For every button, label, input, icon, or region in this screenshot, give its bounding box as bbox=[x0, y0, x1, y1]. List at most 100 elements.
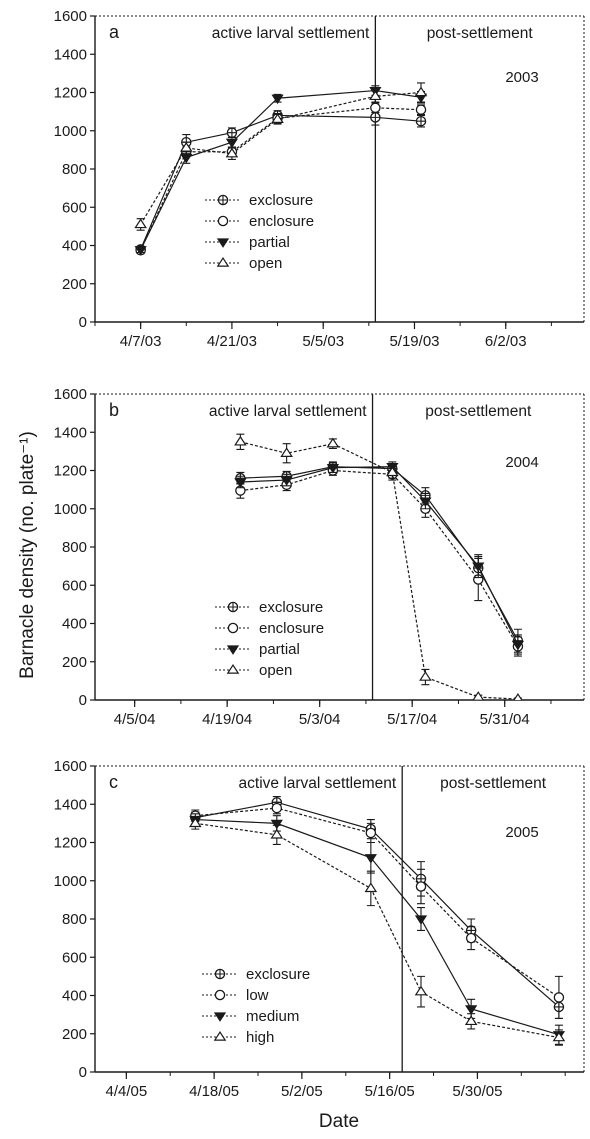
panel-b-legend-label: partial bbox=[259, 641, 300, 658]
panel-a-series-open-point bbox=[225, 147, 239, 158]
panel-a-x-tick-label: 5/5/03 bbox=[302, 333, 344, 350]
panel-a-series-exclosure-line bbox=[140, 114, 422, 250]
panel-a-legend-label: exclosure bbox=[249, 192, 313, 209]
panel-c-region-label-post: post-settlement bbox=[440, 775, 547, 792]
panel-a-y-tick-label: 200 bbox=[62, 276, 87, 293]
panel-a-series-partial-line bbox=[140, 89, 422, 250]
panel-c-legend-marker bbox=[214, 989, 226, 1001]
panel-a-y-tick-label: 1200 bbox=[54, 85, 87, 102]
panel-a-y-tick-label: 1000 bbox=[54, 123, 87, 140]
panel-c-y-tick-label: 1000 bbox=[54, 873, 87, 890]
panel-c-y-tick-label: 200 bbox=[62, 1026, 87, 1043]
panel-b-legend-item-enclosure: enclosure bbox=[215, 620, 324, 637]
panel-b-letter: b bbox=[109, 400, 119, 420]
panel-a-x-tick-label: 4/21/03 bbox=[207, 333, 257, 350]
panel-c-y-tick-label: 400 bbox=[62, 988, 87, 1005]
panel-c-year-label: 2005 bbox=[505, 824, 538, 841]
panel-a-legend-label: enclosure bbox=[249, 213, 314, 230]
panel-b-y-tick-label: 800 bbox=[62, 539, 87, 556]
panel-c-y-tick-label: 0 bbox=[79, 1064, 87, 1081]
panel-c-series-low-point bbox=[271, 802, 283, 814]
panel-c-x-tick-label: 5/30/05 bbox=[452, 1083, 502, 1100]
panel-a-chart: 0 200 400 600 800 1000 1200 1400 1600 4/7/03 4/21/… bbox=[54, 8, 585, 350]
panel-b-series-open-point bbox=[419, 671, 432, 681]
panel-c-x-tick-label: 4/4/05 bbox=[105, 1083, 147, 1100]
panel-c-series-medium-line bbox=[195, 818, 560, 1036]
panel-a-series-enclosure-point bbox=[370, 102, 381, 114]
panel-c-legend-marker-cross bbox=[215, 969, 225, 979]
panel-a-legend-marker bbox=[217, 215, 229, 227]
panel-c-legend-label: medium bbox=[246, 1008, 299, 1025]
panel-b-region-label-active: active larval settlement bbox=[209, 403, 367, 420]
panel-c-y-tick-label: 800 bbox=[62, 911, 87, 928]
panel-a-x-tick-label: 6/2/03 bbox=[485, 333, 527, 350]
panel-a-legend-item-partial: partial bbox=[205, 234, 290, 251]
panel-c-series-high-point bbox=[552, 1031, 566, 1042]
panel-b-series-partial-point bbox=[326, 464, 340, 474]
panel-a-series-exclosure-point-cross bbox=[227, 128, 237, 138]
panel-a-legend-label: partial bbox=[249, 234, 290, 251]
panel-c-series-high-point bbox=[464, 1015, 478, 1026]
panel-a-series-open-point bbox=[134, 218, 147, 229]
panel-a-year-label: 2003 bbox=[505, 69, 538, 86]
panel-c-region-label-active: active larval settlement bbox=[239, 775, 397, 792]
panel-c-series-medium-point bbox=[364, 854, 377, 864]
panel-a-legend-label: open bbox=[249, 255, 282, 272]
panel-a-legend-item-exclosure: exclosure bbox=[205, 192, 313, 209]
panel-b-y-tick-label: 600 bbox=[62, 577, 87, 594]
panel-b-y-tick-label: 400 bbox=[62, 616, 87, 633]
panel-a-legend-marker bbox=[216, 256, 230, 267]
panel-b-legend-marker-cross bbox=[228, 602, 238, 612]
panel-a-series-partial-point bbox=[180, 153, 193, 164]
panel-b-legend-marker bbox=[226, 645, 240, 655]
panel-c-chart: 0 200 400 600 800 1000 1200 1400 1600 4/4/05 4/18/… bbox=[54, 758, 585, 1100]
panel-a-plot-area bbox=[134, 82, 428, 256]
panel-c-y-tick-label: 1200 bbox=[54, 835, 87, 852]
panel-c-series-high-point bbox=[364, 882, 378, 893]
panel-b-legend-marker bbox=[227, 622, 239, 634]
panel-b-y-tick-label: 1000 bbox=[54, 501, 87, 518]
panel-a-series-open-point bbox=[414, 86, 428, 97]
panel-a-series-partial-point bbox=[225, 138, 239, 149]
panel-c-legend-item-high: high bbox=[202, 1029, 274, 1046]
panel-b-x-tick-label: 5/17/04 bbox=[387, 711, 437, 728]
panel-b-series-open-point bbox=[326, 437, 340, 448]
panel-a-series-enclosure-point bbox=[415, 104, 427, 115]
panel-a-y-tick-label: 1400 bbox=[54, 46, 87, 63]
panel-b-y-tick-label: 1400 bbox=[54, 424, 87, 441]
panel-a-series-partial-point bbox=[134, 246, 147, 256]
panel-b-y-tick-label: 1200 bbox=[54, 463, 87, 480]
panel-b-series-partial-point bbox=[419, 497, 432, 507]
panel-c-x-tick-label: 5/2/05 bbox=[281, 1083, 323, 1100]
y-axis-title: Barnacle density (no. plate⁻¹) bbox=[17, 431, 38, 679]
panel-a-series-enclosure-line bbox=[140, 107, 422, 251]
panel-a-y-tick-label: 600 bbox=[62, 199, 87, 216]
panel-c-series-medium-point bbox=[465, 1005, 478, 1015]
panel-c-y-tick-label: 1600 bbox=[54, 758, 87, 775]
panel-c-legend-label: high bbox=[246, 1029, 274, 1046]
panel-b-series-open-point bbox=[280, 447, 293, 458]
panel-b-series-partial-point bbox=[280, 476, 293, 486]
panel-b-x-tick-label: 5/3/04 bbox=[299, 711, 341, 728]
panel-a-series-open-point bbox=[179, 141, 193, 152]
panel-b-legend-label: enclosure bbox=[259, 620, 324, 637]
panel-b-x-tick-label: 4/19/04 bbox=[202, 711, 252, 728]
panel-b-series-open-point bbox=[234, 435, 247, 446]
panel-a-x-tick-label: 5/19/03 bbox=[389, 333, 439, 350]
panel-a-series-exclosure-point-cross bbox=[416, 116, 426, 126]
panel-b-y-tick-label: 0 bbox=[79, 692, 87, 709]
panel-a-series-exclosure-point-cross bbox=[370, 112, 380, 122]
panel-c-series-low-line bbox=[195, 807, 560, 998]
panel-a-y-tick-label: 800 bbox=[62, 161, 87, 178]
panel-c-legend-marker bbox=[213, 1012, 227, 1022]
panel-a-region-label-active: active larval settlement bbox=[212, 25, 370, 42]
panel-c-legend-item-medium: medium bbox=[202, 1008, 299, 1025]
panel-b-legend-label: exclosure bbox=[259, 599, 323, 616]
panel-b-series-open-point bbox=[513, 692, 523, 700]
panel-b-legend-item-exclosure: exclosure bbox=[215, 599, 323, 616]
panel-b-year-label: 2004 bbox=[505, 454, 538, 471]
panel-b-chart: 0 200 400 600 800 1000 1200 1400 1600 4/5/04 4/19/… bbox=[54, 386, 585, 728]
panel-c-series-low-point bbox=[415, 881, 427, 892]
panel-a-y-tick-label: 1600 bbox=[54, 8, 87, 25]
panel-b-legend-marker bbox=[226, 663, 240, 674]
